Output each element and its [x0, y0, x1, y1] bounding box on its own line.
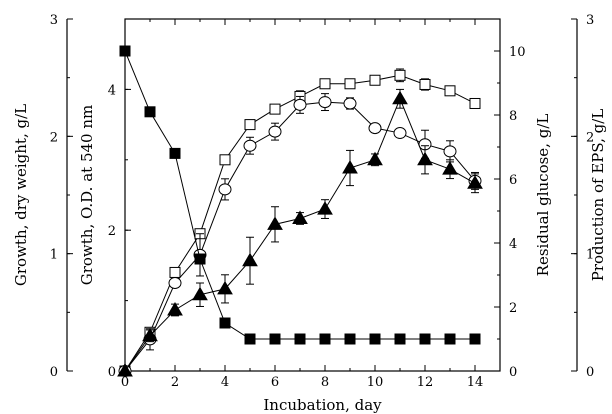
data-point-filled-square [169, 147, 181, 159]
x-axis-title: Incubation, day [263, 396, 382, 414]
glu-tick-label: 10 [509, 45, 526, 60]
axis-titles: Incubation, day Growth, dry weight, g/L Gr… [12, 104, 607, 414]
data-point-filled-square [219, 317, 231, 329]
data-point-open-circle [268, 125, 282, 138]
series-layer [117, 45, 483, 377]
glu-tick-label: 8 [509, 109, 517, 124]
data-point-filled-triangle [417, 151, 433, 166]
eps-tick-label: 3 [586, 13, 594, 28]
data-point-open-circle [368, 122, 382, 135]
data-point-filled-triangle [217, 280, 233, 295]
data-point-filled-square [119, 45, 131, 57]
eps-tick-label: 0 [586, 365, 594, 380]
data-point-filled-triangle [392, 90, 408, 105]
data-point-filled-square [269, 333, 281, 345]
data-point-filled-square [469, 333, 481, 345]
dw-tick-label: 2 [50, 130, 58, 145]
data-point-filled-square [344, 333, 356, 345]
x-tick-label: 2 [171, 375, 179, 390]
data-point-filled-triangle [192, 286, 208, 301]
glucose-axis-title: Residual glucose, g/L [534, 114, 552, 277]
od-tick-label: 2 [108, 224, 116, 239]
data-point-filled-square [419, 333, 431, 345]
series-filled-triangle [117, 88, 483, 377]
data-point-filled-square [294, 333, 306, 345]
data-point-open-circle [443, 145, 457, 158]
data-point-open-square [219, 154, 231, 166]
data-point-open-circle [168, 277, 182, 289]
plot-border [124, 18, 501, 372]
data-point-filled-triangle [467, 175, 483, 189]
glu-tick-label: 2 [509, 301, 517, 316]
x-tick-label: 14 [467, 375, 484, 390]
data-point-open-circle [343, 97, 357, 110]
x-tick-label: 8 [321, 375, 329, 390]
eps-axis-title: Production of EPS, g/L [589, 109, 607, 282]
glu-tick-label: 6 [509, 173, 517, 188]
dw-tick-label: 3 [50, 13, 58, 28]
data-point-filled-square [244, 333, 256, 345]
data-point-filled-square [369, 333, 381, 345]
od-tick-label: 4 [108, 83, 116, 98]
data-point-open-circle [243, 139, 257, 152]
data-point-open-circle [293, 98, 307, 111]
x-tick-label: 12 [417, 375, 434, 390]
data-point-open-square [394, 69, 406, 81]
x-tick-label: 0 [121, 375, 129, 390]
data-point-filled-square [194, 253, 206, 265]
data-point-filled-triangle [442, 161, 458, 175]
data-point-filled-triangle [317, 201, 333, 215]
data-point-open-circle [318, 96, 332, 109]
x-tick-label: 6 [271, 375, 279, 390]
data-point-filled-triangle [242, 252, 258, 267]
dry-weight-axis-title: Growth, dry weight, g/L [12, 104, 30, 286]
data-point-filled-triangle [292, 210, 308, 224]
data-point-filled-triangle [117, 363, 133, 377]
data-point-open-square [469, 97, 481, 109]
data-point-open-square [344, 78, 356, 90]
data-point-filled-triangle [367, 151, 383, 166]
eps-tick-label: 2 [586, 130, 594, 145]
data-point-open-square [169, 266, 181, 278]
glu-tick-label: 4 [509, 237, 517, 252]
data-point-filled-square [444, 333, 456, 345]
data-point-open-square [319, 78, 331, 90]
data-point-filled-square [319, 333, 331, 345]
data-point-filled-triangle [267, 216, 283, 230]
eps-tick-label: 1 [586, 248, 594, 263]
od-axis-title: Growth, O.D. at 540 nm [78, 105, 96, 285]
data-point-filled-square [394, 333, 406, 345]
x-tick-label: 10 [367, 375, 384, 390]
data-point-open-square [269, 103, 281, 115]
plot-frame [124, 18, 501, 372]
glu-tick-label: 0 [509, 365, 517, 380]
data-point-open-square [244, 119, 256, 131]
data-point-open-circle [393, 127, 407, 140]
data-point-open-square [419, 78, 431, 90]
data-point-filled-square [144, 106, 156, 118]
data-point-open-circle [218, 183, 232, 196]
series-filled-square [119, 45, 481, 345]
data-point-filled-triangle [342, 160, 358, 174]
data-point-filled-triangle [167, 301, 183, 316]
data-point-open-square [369, 74, 381, 86]
data-point-filled-triangle [142, 327, 158, 342]
dw-tick-label: 0 [50, 365, 58, 380]
od-tick-label: 0 [108, 365, 116, 380]
x-tick-label: 4 [221, 375, 229, 390]
data-point-open-square [444, 85, 456, 97]
dw-tick-label: 1 [50, 248, 58, 263]
